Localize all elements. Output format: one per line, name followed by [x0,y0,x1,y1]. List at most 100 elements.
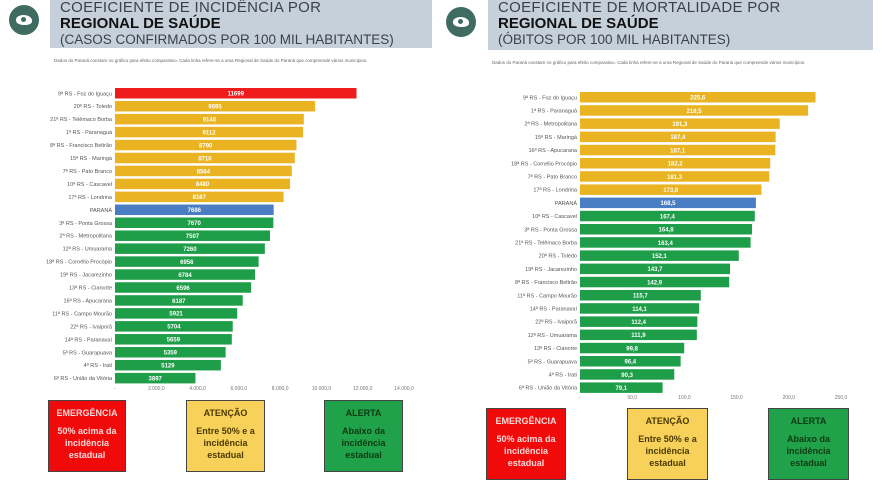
data-label: 8790 [199,143,213,149]
data-label: 8564 [197,169,211,175]
data-label: 7260 [183,247,197,253]
tick-label: - [579,395,581,401]
legend-text: 50% acima da incidência estadual [57,426,117,460]
bar [580,329,697,341]
data-label: 6596 [176,286,190,292]
tick-label: 12.000,0 [353,386,373,392]
data-label: 9146 [203,117,217,123]
bar [115,100,316,112]
chart-note: Dados do Paraná constam no gráfico para … [492,60,806,65]
category-label: 11ª RS - Campo Mourão [517,292,577,299]
tick-label: 50,0 [627,395,637,401]
legend-title: EMERGÊNCIA [56,408,118,418]
bar [115,334,232,345]
data-label: 7507 [186,234,200,240]
parana-logo-icon [9,5,39,35]
data-label: 114,1 [632,307,647,313]
tick-label: 14.000,0 [394,386,414,392]
data-label: 152,1 [652,254,668,260]
category-label: 5ª RS - Guarapuava [63,349,113,356]
category-label: 20ª RS - Toledo [539,253,577,260]
category-label: 5ª RS - Guarapuava [528,358,578,365]
legend-text: Abaixo da incidência estadual [786,434,831,468]
chart-note: Dados do Paraná constam no gráfico para … [54,58,368,63]
category-label: 6ª RS - União da Vitória [54,375,113,382]
bar [580,158,771,169]
category-label: 18ª RS - Cornélio Procópio [46,259,112,266]
tick-label: 200,0 [783,395,796,401]
category-label: 15ª RS - Maringá [535,134,578,141]
subtitle: (ÓBITOS POR 100 MIL HABITANTES) [498,32,731,47]
bar [115,347,226,358]
legend-text: Entre 50% e a incidência estadual [196,426,255,460]
legend-emergencia: EMERGÊNCIA 50% acima da incidência estadu… [48,400,126,472]
data-label: 8167 [193,195,207,201]
data-label: 5359 [164,351,178,357]
category-label: 22ª RS - Ivaiporã [535,319,578,326]
title: COEFICIENTE DE INCIDÊNCIA POR [60,0,322,16]
data-label: 5704 [167,325,181,331]
category-label: 8ª RS - Francisco Beltrão [515,279,577,286]
category-label: PARANÁ [90,207,113,214]
category-label: 2ª RS - Metropolitana [525,121,578,128]
data-label: 187,1 [670,148,686,154]
bar [115,88,357,99]
data-label: 96,4 [624,360,636,366]
tick-label: 250,0 [835,395,848,401]
data-label: 173,8 [663,188,679,194]
category-label: 12ª RS - Umuarama [528,332,578,339]
parana-logo-icon [446,7,476,37]
bar [580,369,675,380]
category-label: 7ª RS - Pato Branco [63,168,112,175]
bar [580,171,770,182]
data-label: 112,4 [631,320,646,326]
bar [580,131,776,143]
data-label: 167,4 [660,214,676,220]
tick-label: 8.000,0 [272,386,289,392]
bar [115,243,265,254]
data-label: 99,8 [626,346,638,352]
tick-label: - [114,386,116,392]
bar [115,308,238,319]
bar [580,144,776,156]
bar [115,113,304,125]
bar [115,126,304,138]
category-label: 21ª RS - Telêmaco Borba [515,239,578,246]
data-label: 90,3 [621,373,633,379]
data-label: 163,4 [658,241,674,247]
category-label: 20ª RS - Toledo [74,103,112,110]
category-label: 10ª RS - Cascavel [67,181,112,188]
data-label: 3897 [149,376,163,382]
bar [580,184,762,195]
data-label: 143,7 [648,267,664,273]
data-label: 9112 [203,130,217,136]
category-label: 3ª RS - Ponta Grossa [524,226,578,233]
legend-emergencia: EMERGÊNCIA 50% acima da incidência estadu… [486,408,566,480]
category-label: 10ª RS - Cascavel [532,213,577,220]
tick-label: 2.000,0 [148,386,165,392]
tick-label: 150,0 [730,395,743,401]
bar [115,295,243,306]
category-label: 7ª RS - Pato Branco [528,173,577,180]
bar [580,276,730,288]
data-label: 8710 [198,156,212,162]
category-label: 19ª RS - Jacarezinho [525,266,577,273]
legend-atencao: ATENÇÃO Entre 50% e a incidência estadual [627,408,708,480]
bar [580,290,701,301]
bar [115,217,274,228]
bar [580,210,755,222]
tick-label: 100,0 [678,395,691,401]
data-label: 7686 [188,208,202,214]
chart-header-incidencia: COEFICIENTE DE INCIDÊNCIA POR REGIONAL D… [50,0,432,48]
bar [115,191,284,203]
bar [115,165,292,177]
category-label: PARANÁ [555,200,578,207]
bar [115,204,274,216]
data-label: 5659 [167,338,181,344]
data-label: 5129 [161,364,175,370]
bar [115,256,259,267]
tick-label: 6.000,0 [231,386,248,392]
bar [115,178,291,190]
legend-alerta: ALERTA Abaixo da incidência estadual [768,408,849,480]
